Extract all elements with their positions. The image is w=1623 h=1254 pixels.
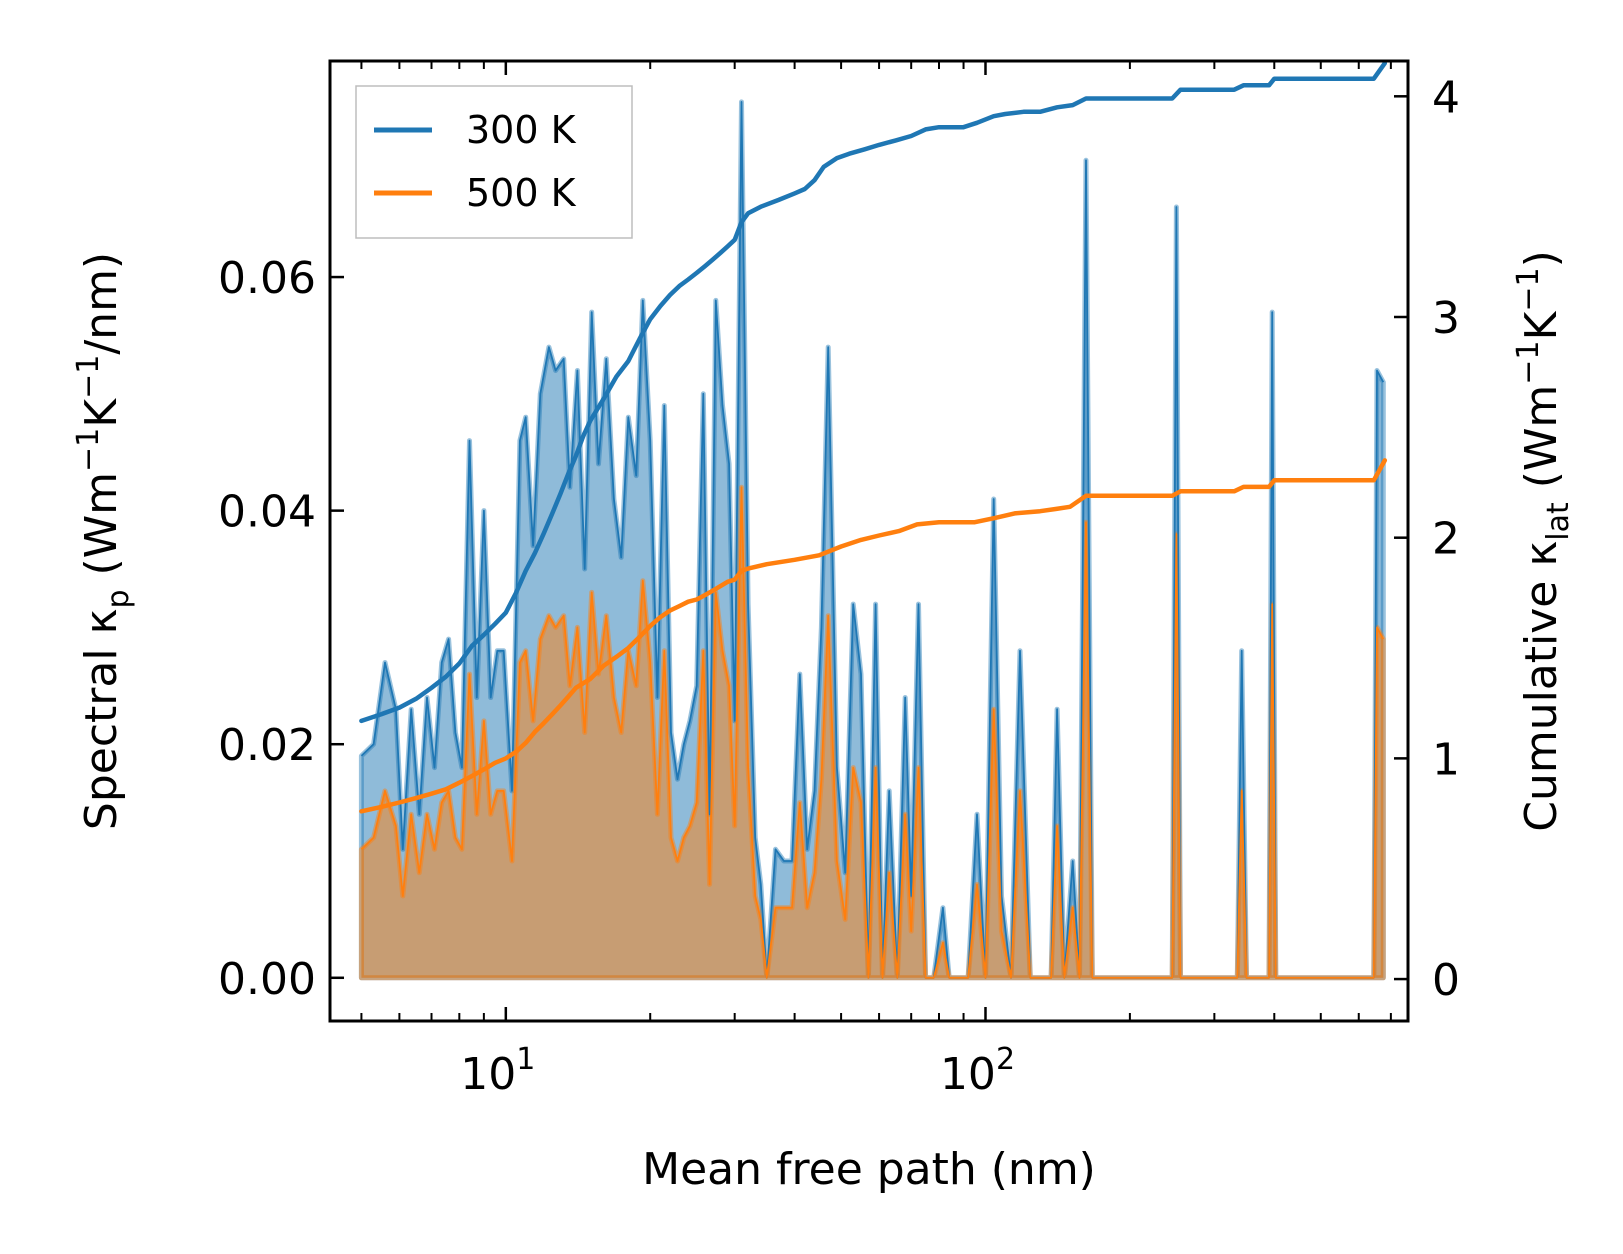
legend: 300 K 500 K [355, 85, 633, 239]
y-right-tick-label: 1 [1432, 734, 1460, 785]
x-tick-label: 101 [460, 1042, 535, 1100]
y-right-tick-label: 4 [1432, 72, 1460, 123]
y-right-tick-label: 3 [1432, 293, 1460, 344]
legend-box [355, 85, 633, 239]
x-axis-label: Mean free path (nm) [642, 1144, 1096, 1195]
y-left-tick-label: 0.00 [218, 954, 316, 1005]
y-left-tick-label: 0.06 [218, 253, 316, 304]
y-right-tick-label: 2 [1432, 514, 1460, 565]
y-right-tick-label: 0 [1432, 955, 1460, 1006]
cumulative-line-300k [359, 61, 1388, 724]
legend-label-500k: 500 K [466, 171, 577, 215]
cumulative-line-500k [359, 458, 1388, 814]
y-axis-label-left: Spectral κp (Wm−1K−1/nm) [71, 252, 136, 830]
plot-frame [328, 59, 1410, 1023]
spectral-line-500k [360, 486, 1385, 979]
legend-label-300k: 300 K [466, 108, 577, 152]
y-left-tick-label: 0.02 [218, 720, 316, 771]
y-left-tick-label: 0.04 [218, 487, 316, 538]
y-axis-label-right: Cumulative κlat (Wm−1K−1) [1511, 250, 1576, 832]
x-tick-label: 102 [940, 1042, 1015, 1100]
